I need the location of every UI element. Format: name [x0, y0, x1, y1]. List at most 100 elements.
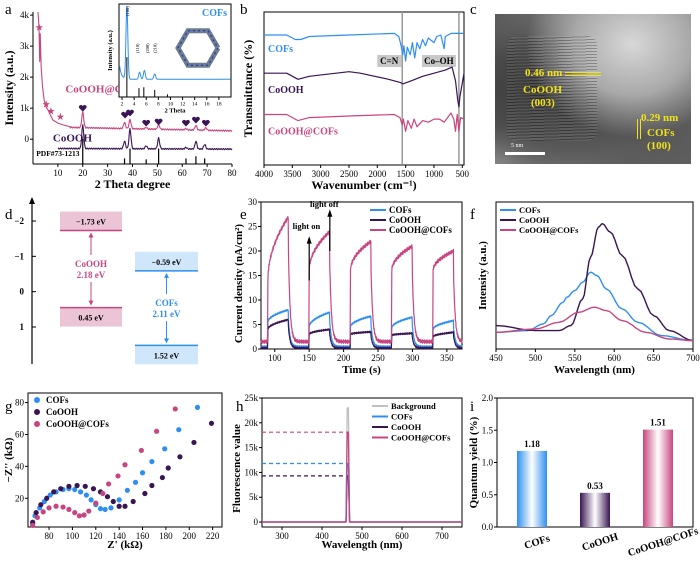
y-tick-label: 1k	[20, 103, 30, 113]
y-tick-label: 30	[248, 197, 258, 207]
peak-index-label: (110)	[135, 43, 140, 53]
nyquist-point-CoOOH@COFs	[86, 508, 92, 514]
x-tick-label: 350	[440, 353, 454, 363]
x-tick-label: 2000	[368, 169, 387, 179]
y-axis-label: Transmittance (%)	[241, 40, 255, 137]
x-tick-label: 20	[78, 168, 88, 178]
bar-value-label: 1.51	[650, 418, 666, 428]
nyquist-point-CoOOH@COFs	[72, 510, 78, 516]
y-tick-label: 15k	[245, 443, 259, 453]
nyquist-point-CoOOH	[159, 474, 165, 481]
pl-curve-CoOOH@COFs	[495, 306, 694, 342]
inset-background	[119, 4, 231, 97]
peak-index-label: (210)	[153, 43, 158, 53]
nyquist-point-CoOOH@COFs	[122, 462, 128, 468]
legend-label: CoOOH	[519, 215, 550, 225]
x-tick-label: 180	[159, 531, 173, 541]
y-axis-label: Intensity (a.u.)	[107, 30, 114, 71]
x-tick-label: 80	[45, 531, 55, 541]
nyquist-point-CoOOH	[130, 498, 136, 505]
COFs-valence-band-box	[135, 345, 198, 365]
arrow-up-icon	[164, 272, 169, 278]
x-tick-label: 500	[529, 353, 543, 363]
tem-image: 0.46 nm CoOOH (003) 0.29 nm COFs (100) 5…	[495, 14, 691, 164]
legend-label: CoOOH	[389, 215, 421, 225]
peak-index-label: (200)	[145, 43, 150, 53]
spacing-marker-100	[637, 119, 638, 139]
x-tick-label: 60	[178, 168, 188, 178]
bar-value-label: 0.53	[587, 481, 603, 491]
material-label: COFs	[155, 298, 178, 308]
x-tick-label: 3000	[312, 169, 331, 179]
heart-marker-icon	[202, 119, 210, 127]
nyquist-point-COFs	[116, 497, 122, 503]
y-axis-label: −Z'' (kΩ)	[3, 437, 15, 482]
nyquist-point-COFs	[47, 492, 53, 498]
y-axis-label: Intensity (a.u.)	[2, 50, 16, 125]
x-tick-label: 500	[456, 169, 470, 179]
x-tick-label: 600	[395, 531, 409, 541]
nyquist-point-CoOOH@COFs	[60, 504, 66, 510]
nyquist-point-COFs	[149, 458, 155, 465]
vb-energy-label: 0.45 eV	[78, 314, 104, 323]
nyquist-point-COFs	[132, 479, 139, 485]
series-label: CoOOH	[53, 133, 93, 145]
panel-f-axes	[495, 201, 694, 350]
nyquist-point-CoOOH@COFs	[30, 522, 36, 529]
y-tick-label: −1	[14, 251, 24, 261]
nyquist-point-COFs	[88, 497, 94, 503]
heart-marker-icon	[78, 105, 87, 112]
photocurrent-curve-COFs	[260, 308, 463, 348]
y-tick-label: 10k	[245, 467, 259, 477]
inset-xrd-curve	[119, 5, 231, 80]
x-axis-label: Time (s)	[342, 364, 381, 376]
x-tick-label: 200	[337, 353, 351, 363]
x-tick-label: 600	[607, 353, 621, 363]
nyquist-point-CoOOH	[149, 482, 155, 489]
y-axis-label: Fluorescence value	[231, 424, 243, 513]
nyquist-point-COFs	[97, 506, 104, 512]
nyquist-point-COFs	[102, 506, 108, 513]
star-marker-icon	[35, 23, 43, 31]
x-axis-label: Z' (kΩ)	[107, 539, 143, 551]
pl-curve-COFs	[495, 271, 694, 342]
star-marker-icon	[42, 100, 50, 108]
nyquist-point-CoOOH	[191, 439, 197, 446]
nyquist-point-CoOOH	[74, 482, 80, 489]
legend-label: Background	[391, 401, 436, 411]
nyquist-point-COFs	[77, 489, 84, 495]
panel-label-b: b	[240, 2, 248, 18]
nyquist-point-CoOOH@COFs	[106, 481, 112, 487]
y-tick-label: 0.0	[482, 522, 494, 532]
series-label: COFs	[268, 44, 293, 55]
nyquist-point-COFs	[194, 404, 201, 410]
panel-a-inset-axes	[118, 3, 232, 98]
bar-COFs	[517, 450, 547, 527]
nyquist-point-CoOOH	[122, 503, 128, 509]
heart-marker-icon	[154, 118, 163, 126]
x-tick-label: 18	[216, 102, 222, 108]
x-tick-label: 300	[275, 531, 289, 541]
panel-b-axes	[263, 11, 465, 166]
nyquist-point-CoOOH	[51, 489, 57, 495]
nyquist-point-COFs	[162, 446, 168, 452]
xrd-curve-CoOOH	[57, 124, 233, 151]
nyquist-point-CoOOH	[142, 490, 148, 497]
arrow-up-icon	[88, 232, 94, 238]
ftir-curve-CoOOH@COFs	[264, 112, 465, 132]
nyquist-point-CoOOH	[90, 486, 97, 492]
x-tick-label: 220	[206, 531, 220, 541]
y-tick-label: 2k	[20, 72, 30, 82]
x-tick-label: 8	[157, 102, 160, 108]
nyquist-point-CoOOH@COFs	[66, 506, 72, 513]
panel-h-axes	[261, 397, 463, 528]
y-tick-label: 4k	[20, 10, 30, 20]
nyquist-point-CoOOH	[208, 420, 215, 426]
band-label: Co–OH	[424, 56, 454, 66]
x-tick-label: 2500	[340, 169, 359, 179]
x-tick-label: 10	[53, 168, 63, 178]
nyquist-point-COFs	[108, 505, 114, 511]
x-axis-label: 2 Theta degree	[95, 177, 171, 191]
emission-curve-Background	[262, 407, 462, 523]
